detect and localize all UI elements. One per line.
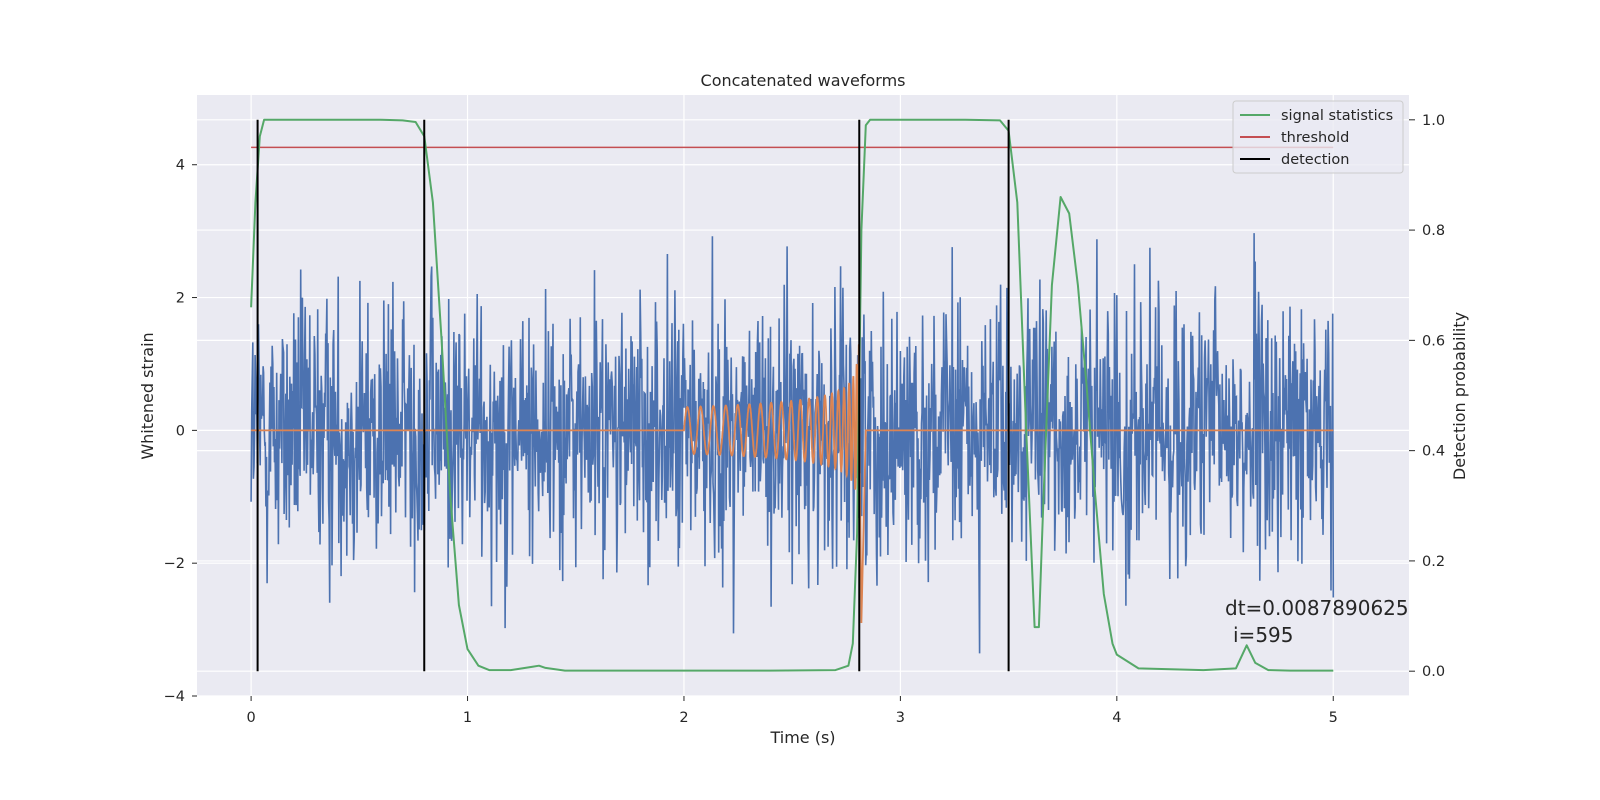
annotation-dt: dt=0.0087890625	[1225, 596, 1409, 620]
y2-tick-label-4: 0.8	[1422, 223, 1445, 239]
y-tick-label-3: 2	[176, 291, 185, 307]
y-tick-label-1: −2	[164, 556, 185, 572]
x-tick-label-5: 5	[1329, 710, 1338, 726]
signal-statistics-series	[250, 118, 1334, 672]
whitened-strain-line	[250, 233, 1335, 654]
y2-tick-label-0: 0.0	[1422, 664, 1445, 680]
x-tick-label-4: 4	[1112, 710, 1121, 726]
y2-tick-label-3: 0.6	[1422, 333, 1445, 349]
annotation-index: i=595	[1233, 623, 1294, 647]
x-axis-ticks: 0 1 2 3 4 5	[246, 696, 1338, 726]
x-tick-label-0: 0	[246, 710, 255, 726]
y-tick-label-2: 0	[176, 423, 185, 439]
legend-label-detection: detection	[1281, 152, 1349, 168]
x-tick-label-2: 2	[679, 710, 688, 726]
y-axis-right-ticks: 0.0 0.2 0.4 0.6 0.8 1.0	[1409, 113, 1445, 680]
chart-title: Concatenated waveforms	[701, 71, 906, 90]
whitened-strain-series	[250, 233, 1335, 654]
template-waveform-line	[251, 344, 1334, 624]
y2-tick-label-2: 0.4	[1422, 444, 1445, 460]
x-tick-label-1: 1	[463, 710, 472, 726]
signal-statistics-line	[250, 118, 1334, 672]
y2-tick-label-1: 0.2	[1422, 554, 1445, 570]
legend-label-threshold: threshold	[1281, 130, 1349, 146]
y2-tick-label-5: 1.0	[1422, 113, 1445, 129]
y-axis-left-label: Whitened strain	[138, 332, 157, 459]
y-axis-left-ticks: −4 −2 0 2 4	[164, 158, 197, 705]
template-waveform-series	[251, 344, 1334, 624]
y-tick-label-4: 4	[176, 158, 185, 174]
detection-series	[256, 119, 1010, 672]
legend-label-signal-statistics: signal statistics	[1281, 108, 1393, 124]
x-tick-label-3: 3	[896, 710, 905, 726]
y-axis-right-label: Detection probability	[1450, 312, 1469, 480]
legend: signal statistics threshold detection	[1232, 100, 1404, 174]
legend-box	[1232, 100, 1404, 174]
x-axis-label: Time (s)	[769, 728, 835, 747]
y-tick-label-0: −4	[164, 689, 185, 705]
